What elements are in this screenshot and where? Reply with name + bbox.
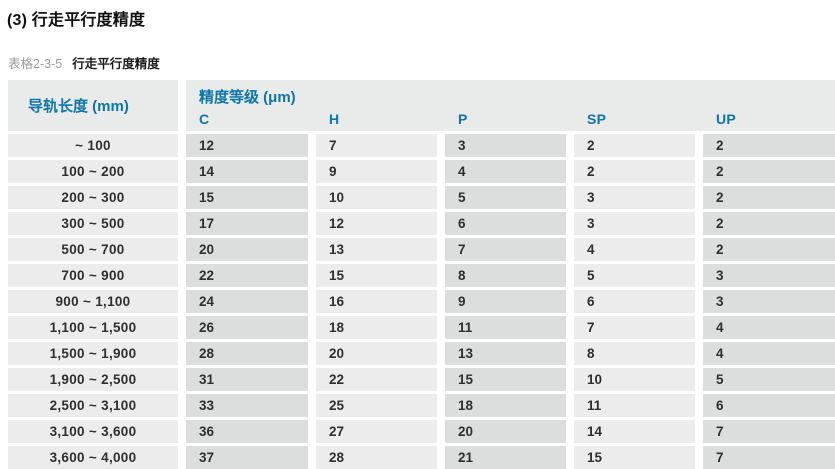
rail-length-cell: ~ 100 <box>8 134 178 157</box>
value-cell-c: 26 <box>186 316 308 339</box>
value-cell-sp: 7 <box>574 316 695 339</box>
grade-col-label-sp: SP <box>587 111 607 127</box>
value-cell-p: 5 <box>445 186 566 209</box>
grade-header-title: 精度等级 (μm) <box>199 89 296 106</box>
value-cell-h: 27 <box>316 420 437 443</box>
table-caption-title: 行走平行度精度 <box>72 57 160 71</box>
value-cell-p: 13 <box>445 342 566 365</box>
rail-length-cell: 700 ~ 900 <box>8 264 178 287</box>
table-caption-number: 表格2-3-5 <box>8 57 63 71</box>
rail-length-cell: 100 ~ 200 <box>8 160 178 183</box>
value-cell-c: 31 <box>186 368 308 391</box>
grade-column-labels: C H P SP UP <box>186 111 835 127</box>
value-cell-up: 3 <box>703 290 835 313</box>
grade-col-label-h: H <box>329 111 340 127</box>
value-cell-c: 20 <box>186 238 308 261</box>
value-cell-up: 5 <box>703 368 835 391</box>
value-cell-h: 20 <box>316 342 437 365</box>
value-cell-c: 14 <box>186 160 308 183</box>
rail-length-cell: 200 ~ 300 <box>8 186 178 209</box>
rail-length-cell: 2,500 ~ 3,100 <box>8 394 178 417</box>
value-cell-sp: 3 <box>574 186 695 209</box>
value-cell-h: 22 <box>316 368 437 391</box>
parallelism-table: 导轨长度 (mm) 精度等级 (μm) C H P SP UP ~ 100 12 7 3 2 2 1… <box>8 80 835 469</box>
value-cell-c: 33 <box>186 394 308 417</box>
value-cell-sp: 14 <box>574 420 695 443</box>
rail-length-cell: 1,900 ~ 2,500 <box>8 368 178 391</box>
value-cell-up: 2 <box>703 212 835 235</box>
value-cell-h: 25 <box>316 394 437 417</box>
value-cell-p: 8 <box>445 264 566 287</box>
value-cell-up: 2 <box>703 160 835 183</box>
value-cell-sp: 15 <box>574 446 695 469</box>
value-cell-h: 28 <box>316 446 437 469</box>
value-cell-p: 15 <box>445 368 566 391</box>
value-cell-sp: 3 <box>574 212 695 235</box>
page-title: (3) 行走平行度精度 <box>7 12 146 29</box>
value-cell-up: 6 <box>703 394 835 417</box>
rail-length-cell: 300 ~ 500 <box>8 212 178 235</box>
value-cell-up: 2 <box>703 238 835 261</box>
value-cell-sp: 8 <box>574 342 695 365</box>
value-cell-h: 7 <box>316 134 437 157</box>
value-cell-sp: 4 <box>574 238 695 261</box>
value-cell-sp: 5 <box>574 264 695 287</box>
value-cell-p: 4 <box>445 160 566 183</box>
value-cell-up: 7 <box>703 420 835 443</box>
value-cell-up: 3 <box>703 264 835 287</box>
value-cell-up: 2 <box>703 186 835 209</box>
value-cell-c: 15 <box>186 186 308 209</box>
value-cell-h: 18 <box>316 316 437 339</box>
rail-length-cell: 900 ~ 1,100 <box>8 290 178 313</box>
value-cell-c: 36 <box>186 420 308 443</box>
value-cell-sp: 2 <box>574 160 695 183</box>
rail-length-cell: 3,100 ~ 3,600 <box>8 420 178 443</box>
value-cell-p: 9 <box>445 290 566 313</box>
value-cell-p: 7 <box>445 238 566 261</box>
grade-col-label-up: UP <box>716 111 737 127</box>
rail-length-cell: 500 ~ 700 <box>8 238 178 261</box>
value-cell-h: 13 <box>316 238 437 261</box>
value-cell-h: 10 <box>316 186 437 209</box>
value-cell-c: 22 <box>186 264 308 287</box>
value-cell-h: 12 <box>316 212 437 235</box>
value-cell-p: 3 <box>445 134 566 157</box>
value-cell-p: 11 <box>445 316 566 339</box>
value-cell-sp: 2 <box>574 134 695 157</box>
rail-length-cell: 3,600 ~ 4,000 <box>8 446 178 469</box>
value-cell-p: 18 <box>445 394 566 417</box>
rail-length-cell: 1,500 ~ 1,900 <box>8 342 178 365</box>
value-cell-up: 2 <box>703 134 835 157</box>
grade-col-label-p: P <box>458 111 468 127</box>
value-cell-c: 12 <box>186 134 308 157</box>
value-cell-c: 24 <box>186 290 308 313</box>
value-cell-up: 4 <box>703 316 835 339</box>
value-cell-up: 4 <box>703 342 835 365</box>
grade-col-label-c: C <box>199 111 210 127</box>
value-cell-p: 21 <box>445 446 566 469</box>
value-cell-p: 6 <box>445 212 566 235</box>
value-cell-sp: 11 <box>574 394 695 417</box>
grade-header: 精度等级 (μm) C H P SP UP <box>186 80 835 131</box>
value-cell-c: 28 <box>186 342 308 365</box>
value-cell-h: 15 <box>316 264 437 287</box>
value-cell-sp: 10 <box>574 368 695 391</box>
value-cell-sp: 6 <box>574 290 695 313</box>
value-cell-c: 17 <box>186 212 308 235</box>
value-cell-up: 7 <box>703 446 835 469</box>
rail-length-cell: 1,100 ~ 1,500 <box>8 316 178 339</box>
value-cell-h: 16 <box>316 290 437 313</box>
table-caption: 表格2-3-5 行走平行度精度 <box>8 53 835 72</box>
value-cell-h: 9 <box>316 160 437 183</box>
rail-length-header: 导轨长度 (mm) <box>8 80 178 131</box>
value-cell-p: 20 <box>445 420 566 443</box>
value-cell-c: 37 <box>186 446 308 469</box>
